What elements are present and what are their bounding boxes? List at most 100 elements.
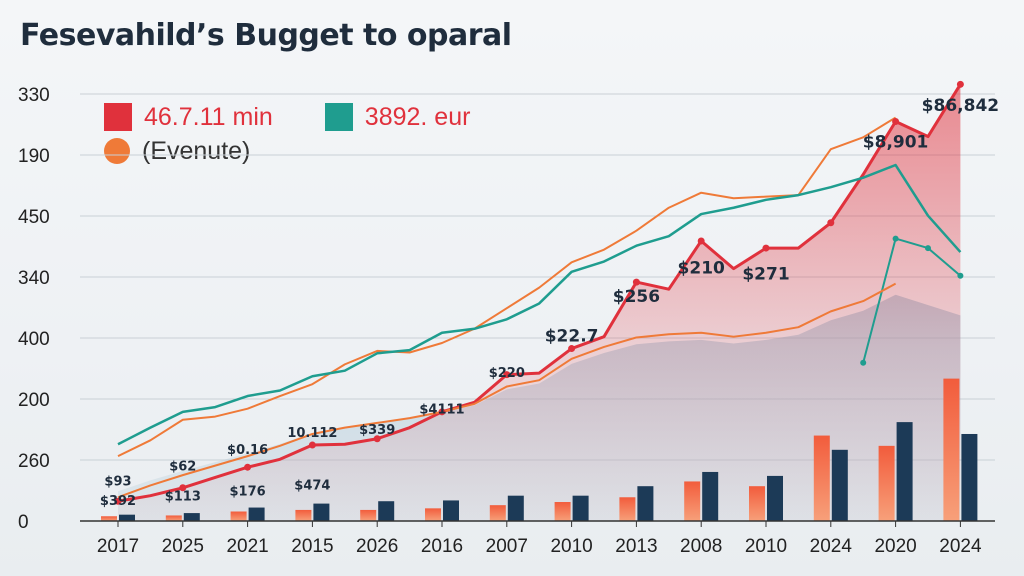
y-tick-label: 340 — [18, 268, 50, 289]
bar-navy — [378, 501, 395, 521]
red-point — [503, 371, 511, 379]
data-label: $271 — [742, 265, 789, 285]
x-tick-label: 2021 — [226, 536, 268, 557]
data-label: $86,842 — [922, 96, 999, 116]
legend-label-red: 46.7.11 min — [144, 102, 273, 131]
teal-point — [957, 272, 964, 279]
bar-orange — [813, 435, 830, 521]
red-point — [308, 441, 316, 449]
legend: 46.7.11 min 3892. eur (Evenute) — [104, 100, 522, 168]
bar-orange — [295, 509, 312, 521]
bar-orange — [425, 508, 441, 521]
red-area — [118, 84, 961, 521]
y-tick-label: 200 — [18, 390, 50, 411]
data-label: $339 — [359, 423, 395, 438]
bar-navy — [961, 433, 978, 521]
teal-point — [860, 359, 867, 366]
data-label: $62 — [169, 459, 196, 474]
x-tick-label: 2010 — [550, 536, 592, 557]
bar-navy — [313, 503, 330, 521]
series-line-red — [117, 83, 962, 503]
red-point — [632, 278, 640, 286]
red-point — [956, 80, 964, 88]
red-point — [438, 408, 446, 416]
x-tick-label: 2007 — [486, 536, 528, 557]
data-label: $22.7 — [545, 326, 599, 346]
bar-navy — [767, 475, 783, 521]
data-label: $256 — [613, 287, 660, 307]
bar-navy — [507, 495, 524, 521]
bar-navy — [248, 507, 265, 521]
y-tick-label: 190 — [18, 146, 50, 167]
y-tick-label: 330 — [18, 85, 50, 106]
legend-swatch-orange — [104, 138, 130, 164]
x-tick-label: 2015 — [291, 536, 333, 557]
data-label: $8,901 — [863, 133, 929, 153]
data-label: $392 — [100, 494, 136, 509]
bar-orange — [554, 502, 571, 521]
bar-navy — [572, 495, 589, 521]
red-point — [762, 244, 770, 252]
x-tick-label: 2017 — [97, 536, 139, 557]
bar-navy — [183, 513, 200, 521]
x-tick-label: 2024 — [810, 536, 853, 557]
x-tick-label: 2008 — [680, 536, 722, 557]
legend-item-red: 46.7.11 min — [104, 103, 273, 132]
x-tick-label: 2026 — [356, 536, 398, 557]
bar-navy — [831, 449, 848, 521]
teal-point — [925, 245, 931, 252]
x-tick-label: 2016 — [421, 536, 463, 557]
bar-navy — [637, 486, 654, 521]
series-line-orange — [117, 116, 897, 458]
data-label: $176 — [230, 485, 266, 500]
data-label: $474 — [294, 478, 330, 493]
bar-orange — [230, 511, 247, 521]
x-tick-label: 2024 — [939, 536, 982, 557]
red-point — [827, 219, 835, 227]
x-tick-label: 2025 — [162, 536, 204, 557]
bar-orange — [101, 516, 117, 521]
bar-orange — [878, 445, 895, 521]
bar-navy — [896, 422, 913, 521]
y-tick-label: 260 — [18, 451, 50, 472]
y-tick-label: 450 — [18, 207, 50, 228]
red-point — [373, 435, 381, 443]
data-label: $210 — [678, 258, 725, 278]
legend-swatch-teal — [324, 103, 353, 131]
bar-orange — [684, 481, 701, 521]
red-point — [697, 237, 705, 245]
legend-item-teal: 3892. eur — [324, 102, 471, 132]
teal-point — [892, 235, 899, 242]
series-line-teal — [117, 163, 962, 446]
bar-orange — [619, 497, 636, 521]
series-line-teal-2 — [862, 237, 962, 364]
y-tick-label: 0 — [18, 512, 29, 533]
data-label: 10.112 — [287, 426, 337, 441]
bar-navy — [443, 500, 459, 521]
red-point — [244, 463, 252, 471]
legend-label-teal: 3892. eur — [364, 102, 471, 131]
bar-orange — [943, 378, 960, 521]
legend-swatch-red — [104, 103, 132, 131]
y-tick-label: 400 — [18, 329, 50, 350]
legend-item-orange: (Evenute) — [104, 137, 250, 166]
bar-orange — [360, 509, 377, 521]
bar-navy — [702, 471, 719, 521]
data-label: $0.16 — [227, 443, 268, 458]
legend-label-orange: (Evenute) — [142, 136, 251, 165]
chart-title: Fesevahild’s Bugget to oparal — [20, 18, 512, 53]
data-label: $113 — [165, 489, 201, 504]
bar-orange — [749, 486, 765, 521]
x-tick-label: 2013 — [615, 536, 657, 557]
data-label: $4111 — [419, 402, 464, 417]
series-line-orange-2 — [117, 282, 897, 499]
bar-orange — [165, 515, 182, 521]
x-tick-label: 2020 — [874, 536, 916, 557]
red-point — [114, 497, 122, 505]
bar-orange — [489, 505, 506, 521]
data-label: $220 — [489, 366, 525, 381]
bar-navy — [119, 514, 135, 521]
red-point — [892, 118, 900, 126]
red-point — [179, 484, 187, 492]
